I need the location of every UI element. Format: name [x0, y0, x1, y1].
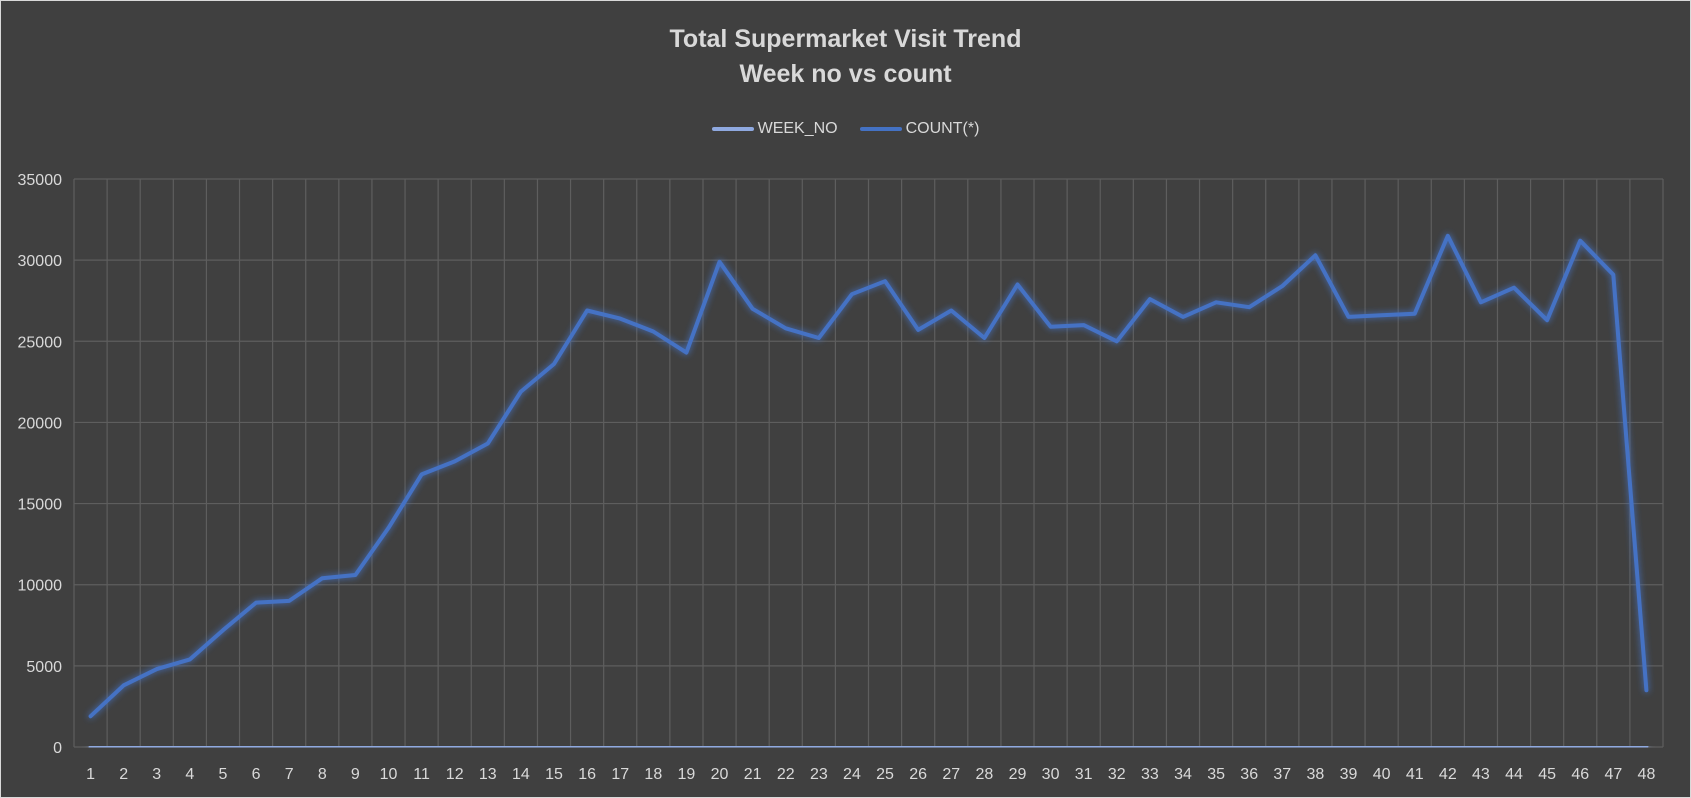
x-tick-label: 1 — [86, 766, 95, 783]
x-tick-label: 18 — [644, 766, 662, 783]
x-tick-label: 44 — [1505, 766, 1523, 783]
x-tick-label: 14 — [512, 766, 530, 783]
x-tick-label: 29 — [1009, 766, 1027, 783]
x-tick-label: 13 — [479, 766, 497, 783]
x-tick-label: 28 — [975, 766, 993, 783]
x-tick-label: 12 — [446, 766, 464, 783]
x-tick-label: 32 — [1108, 766, 1126, 783]
legend-swatch-week-no — [711, 127, 754, 131]
x-tick-label: 46 — [1571, 766, 1589, 783]
chart-subtitle: Week no vs count — [739, 60, 952, 88]
legend-item-week-no[interactable]: WEEK_NO — [711, 120, 838, 138]
x-tick-label: 36 — [1240, 766, 1258, 783]
x-tick-label: 39 — [1340, 766, 1358, 783]
x-tick-label: 47 — [1604, 766, 1622, 783]
x-tick-label: 5 — [219, 766, 228, 783]
x-tick-label: 9 — [351, 766, 360, 783]
x-tick-label: 23 — [810, 766, 828, 783]
x-tick-label: 24 — [843, 766, 861, 783]
x-tick-label: 22 — [777, 766, 795, 783]
x-tick-label: 8 — [318, 766, 327, 783]
x-tick-label: 34 — [1174, 766, 1192, 783]
series-line-week-no — [88, 744, 1649, 749]
x-tick-label: 35 — [1207, 766, 1225, 783]
chart-legend: WEEK_NO COUNT(*) — [0, 120, 1691, 138]
y-tick-label: 35000 — [18, 172, 63, 189]
legend-label-week-no: WEEK_NO — [757, 120, 838, 137]
x-tick-label: 45 — [1538, 766, 1556, 783]
x-tick-label: 31 — [1075, 766, 1093, 783]
y-tick-label: 5000 — [26, 659, 62, 676]
series-line-count — [88, 233, 1649, 719]
x-tick-label: 17 — [611, 766, 629, 783]
x-tick-label: 25 — [876, 766, 894, 783]
y-tick-label: 20000 — [18, 415, 63, 432]
x-tick-label: 19 — [678, 766, 696, 783]
x-tick-label: 15 — [545, 766, 563, 783]
x-tick-label: 42 — [1439, 766, 1457, 783]
x-tick-label: 6 — [252, 766, 261, 783]
x-tick-label: 11 — [413, 766, 430, 783]
x-tick-label: 4 — [185, 766, 194, 783]
y-tick-label: 15000 — [18, 497, 63, 514]
y-tick-label: 25000 — [18, 334, 63, 351]
x-tick-label: 27 — [942, 766, 960, 783]
chart-title: Total Supermarket Visit Trend — [669, 25, 1022, 53]
x-tick-label: 40 — [1373, 766, 1391, 783]
y-tick-label: 10000 — [18, 578, 63, 595]
x-tick-label: 3 — [152, 766, 161, 783]
x-tick-label: 30 — [1042, 766, 1060, 783]
x-tick-label: 37 — [1273, 766, 1291, 783]
x-tick-label: 7 — [285, 766, 294, 783]
y-tick-label: 0 — [53, 740, 62, 757]
legend-swatch-count — [859, 127, 902, 131]
x-tick-label: 2 — [119, 766, 128, 783]
legend-label-count: COUNT(*) — [905, 120, 980, 137]
y-tick-label: 30000 — [18, 253, 63, 270]
x-tick-label: 43 — [1472, 766, 1490, 783]
legend-item-count[interactable]: COUNT(*) — [859, 120, 980, 138]
x-tick-label: 16 — [578, 766, 596, 783]
x-tick-label: 38 — [1307, 766, 1325, 783]
x-tick-label: 26 — [909, 766, 927, 783]
x-tick-label: 48 — [1638, 766, 1656, 783]
x-tick-label: 21 — [744, 766, 762, 783]
x-tick-label: 33 — [1141, 766, 1159, 783]
x-tick-label: 20 — [711, 766, 729, 783]
x-tick-label: 10 — [380, 766, 398, 783]
x-tick-label: 41 — [1406, 766, 1424, 783]
